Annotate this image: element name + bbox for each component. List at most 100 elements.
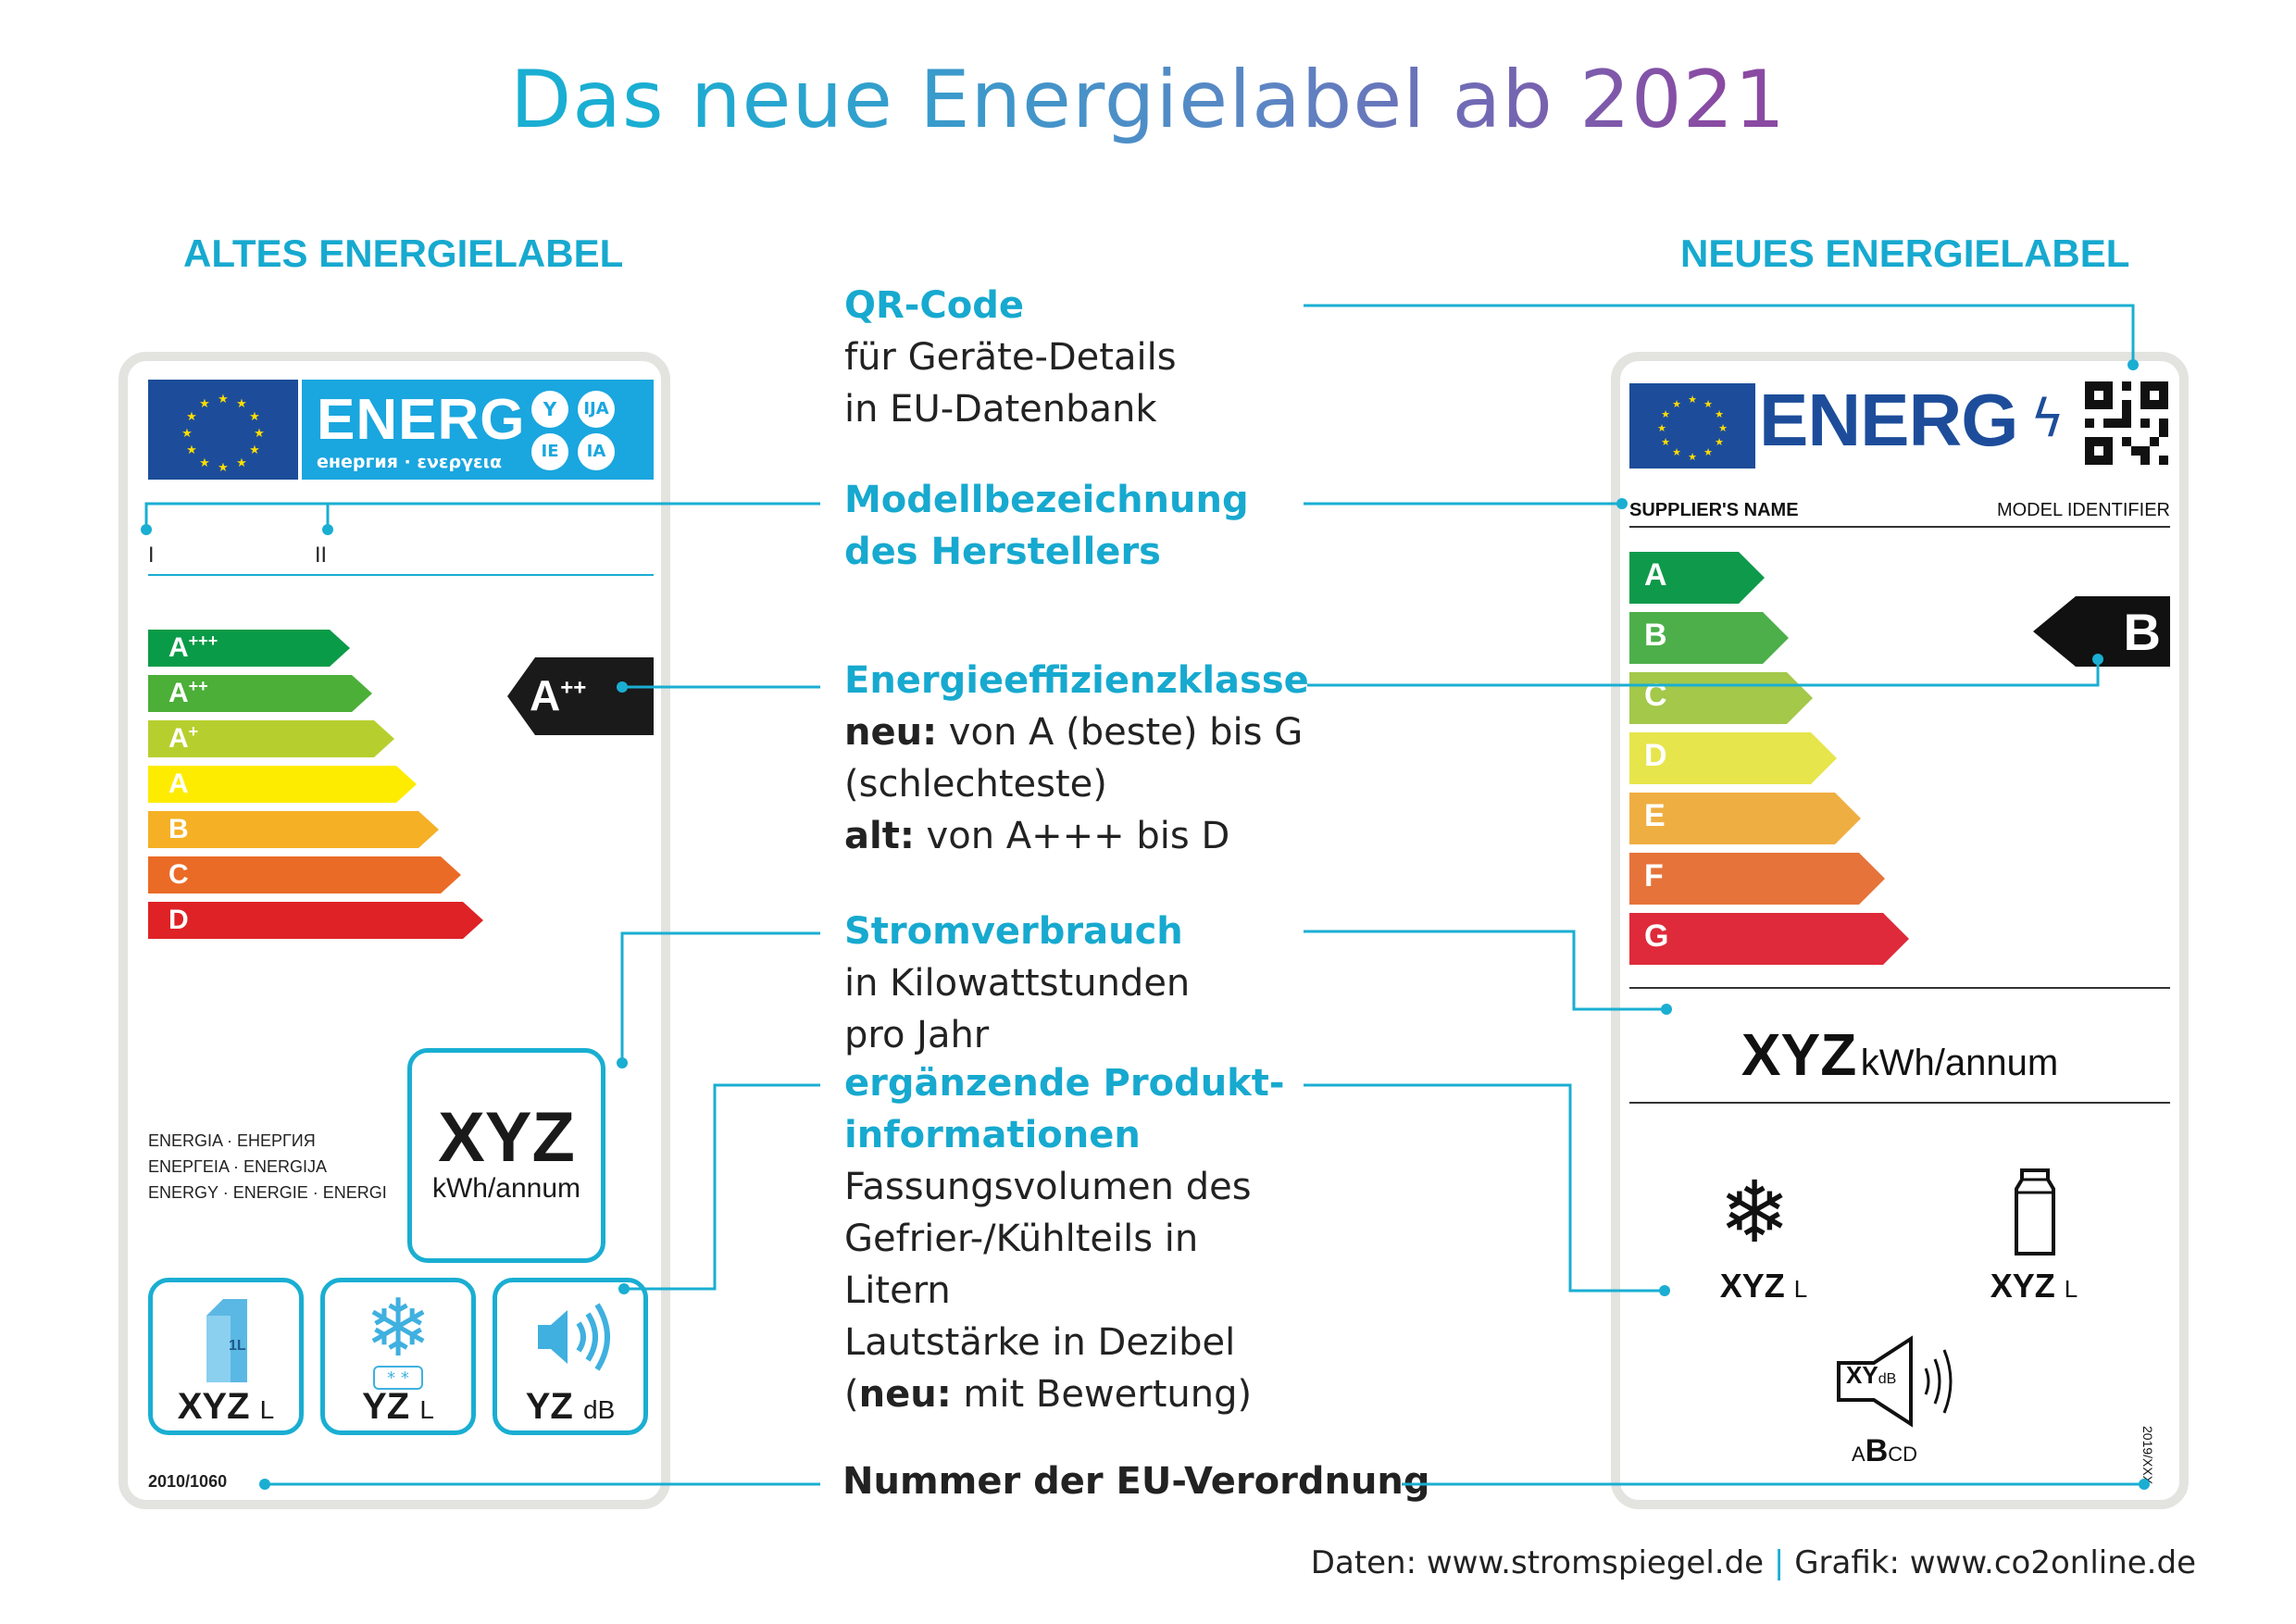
old-class-bar: C	[148, 856, 461, 893]
model-mark-ii: II	[315, 544, 327, 568]
annotation-line: in Kilowattstunden	[844, 962, 1191, 1005]
old-volume-value: XYZ	[177, 1386, 250, 1427]
svg-text:★: ★	[1703, 446, 1713, 458]
annotation-line: für Geräte-Details	[844, 336, 1177, 379]
old-class-letter: A	[168, 632, 189, 663]
energy-words: ENERGIA · ЕНЕРГИЯ ΕΝΕΡΓΕΙΑ · ENERGIJA EN…	[148, 1128, 387, 1206]
credit-grafik-label: Grafik:	[1794, 1544, 1910, 1581]
annotation-model-head: Modellbezeichnung	[844, 479, 1249, 521]
noise-unit: dB	[1878, 1371, 1897, 1387]
old-volume-unit: L	[259, 1395, 275, 1424]
connector-extra-old	[624, 1083, 820, 1291]
connector-dot	[2139, 1479, 2150, 1490]
svg-text:★: ★	[1672, 398, 1681, 410]
svg-text:★: ★	[236, 397, 247, 411]
energ-wordmark: ENERG	[1759, 379, 2018, 461]
noise-class-selected: B	[1865, 1433, 1889, 1468]
energy-word-line: ENERGY · ENERGIE · ENERGI	[148, 1183, 387, 1202]
noise-class: A	[1852, 1443, 1866, 1466]
divider-line	[1629, 987, 2170, 989]
energ-subtext: енергия · ενεργεια	[317, 452, 503, 472]
old-consumption-value: XYZ	[438, 1098, 575, 1177]
svg-text:★: ★	[249, 410, 260, 424]
annotation-extra-head: ergänzende Produkt-	[844, 1062, 1285, 1105]
annotation-regulation: Nummer der EU-Verordnung	[842, 1460, 1430, 1503]
annotation-line: Gefrier-/Kühlteils in	[844, 1218, 1199, 1260]
connector-power-old	[620, 931, 820, 1063]
old-noise-value: YZ	[525, 1386, 573, 1427]
old-freezer-value: YZ	[362, 1386, 410, 1427]
credit-daten-link[interactable]: www.stromspiegel.de	[1426, 1544, 1765, 1581]
annotation-qr: QR-Code für Geräte-Details in EU-Datenba…	[844, 280, 1177, 435]
credit-line: Daten: www.stromspiegel.de | Grafik: www…	[1311, 1544, 2196, 1581]
annotation-line: Litern	[844, 1269, 951, 1312]
new-label-heading: NEUES ENERGIELABEL	[1680, 231, 2130, 275]
svg-text:★: ★	[1661, 436, 1670, 448]
model-line	[148, 574, 654, 576]
snowflake-icon: ❄	[364, 1282, 432, 1375]
new-rating-letter: B	[2123, 603, 2161, 661]
svg-text:★: ★	[1715, 408, 1724, 420]
neu-label: neu:	[844, 711, 938, 754]
new-energy-label: ★ ★ ★ ★ ★ ★ ★ ★ ★ ★ ★ ★ ENERG ϟ SUPPLIER'S NAME M…	[1611, 352, 2189, 1509]
lightning-icon: ϟ	[2030, 389, 2065, 449]
freezer-value: XYZ	[1719, 1267, 1785, 1305]
old-class-bar: A++	[148, 675, 372, 712]
annotation-extra: ergänzende Produkt- informationen Fassun…	[844, 1057, 1285, 1420]
old-class-letter: D	[168, 905, 189, 935]
old-class-sup: +	[188, 722, 199, 741]
new-class-letter: D	[1644, 738, 1667, 773]
new-rating-arrow: B	[2033, 596, 2170, 667]
annotation-model-head2: des Herstellers	[844, 531, 1161, 573]
annotation-line: von A+++ bis D	[914, 815, 1230, 857]
old-rating-letter: A	[530, 671, 561, 719]
connector-dot	[1661, 1004, 1672, 1015]
connector-dot	[259, 1479, 270, 1490]
milk-carton-icon	[206, 1299, 247, 1382]
svg-text:★: ★	[1718, 422, 1728, 434]
model-mark-i: I	[148, 544, 155, 568]
freezer-unit: L	[1793, 1275, 1808, 1303]
connector-dot	[1659, 1285, 1670, 1296]
noise-class-scale: ABCD	[1852, 1433, 1917, 1469]
connector-dot	[618, 1283, 630, 1294]
energ-wordmark: ENERG	[317, 388, 526, 452]
svg-text:★: ★	[1688, 394, 1697, 406]
svg-text:★: ★	[254, 427, 265, 441]
annotation-line: mit Bewertung)	[951, 1373, 1253, 1416]
new-class-bar: B	[1629, 612, 1789, 664]
connector-dot	[2128, 359, 2139, 370]
annotation-line: in EU-Datenbank	[844, 388, 1157, 431]
new-consumption: XYZ kWh/annum	[1620, 1020, 2179, 1089]
svg-text:★: ★	[236, 456, 247, 470]
new-class-letter: B	[1644, 618, 1667, 653]
svg-text:★: ★	[218, 393, 229, 406]
supplier-name: SUPPLIER'S NAME	[1629, 500, 1799, 520]
carton-text: 1L	[229, 1338, 246, 1354]
svg-text:★: ★	[1657, 422, 1666, 434]
annotation-line: Fassungsvolumen des	[844, 1166, 1252, 1208]
old-class-bar: A+++	[148, 630, 350, 667]
annotation-line: pro Jahr	[844, 1014, 990, 1056]
svg-text:★: ★	[199, 397, 210, 411]
new-consumption-unit: kWh/annum	[1860, 1043, 2059, 1083]
paren: (	[844, 1373, 859, 1416]
new-class-letter: E	[1644, 798, 1666, 833]
credit-grafik-link[interactable]: www.co2online.de	[1909, 1544, 2196, 1581]
annotation-qr-head: QR-Code	[844, 284, 1025, 327]
new-class-letter: F	[1644, 858, 1664, 893]
qr-code-icon[interactable]	[2085, 381, 2168, 465]
old-class-sup: +++	[188, 631, 218, 650]
energy-word-line: ENERGIA · ЕНЕРГИЯ	[148, 1131, 316, 1150]
lang-badge: IE	[531, 433, 568, 470]
svg-text:★: ★	[218, 461, 229, 475]
noise-class: C	[1888, 1443, 1903, 1466]
noise-class: D	[1903, 1443, 1918, 1466]
annotation-efficiency-head: Energieeffizienzklasse	[844, 659, 1309, 702]
alt-label: alt:	[844, 815, 915, 857]
old-class-sup: ++	[188, 677, 208, 695]
eu-flag: ★ ★ ★ ★ ★ ★ ★ ★ ★ ★ ★ ★	[1629, 383, 1755, 468]
connector-model-old	[144, 502, 820, 531]
energ-banner: ENERG енергия · ενεργεια Y IJA IE IA	[302, 380, 654, 480]
old-noise-box: YZ dB	[493, 1278, 648, 1435]
